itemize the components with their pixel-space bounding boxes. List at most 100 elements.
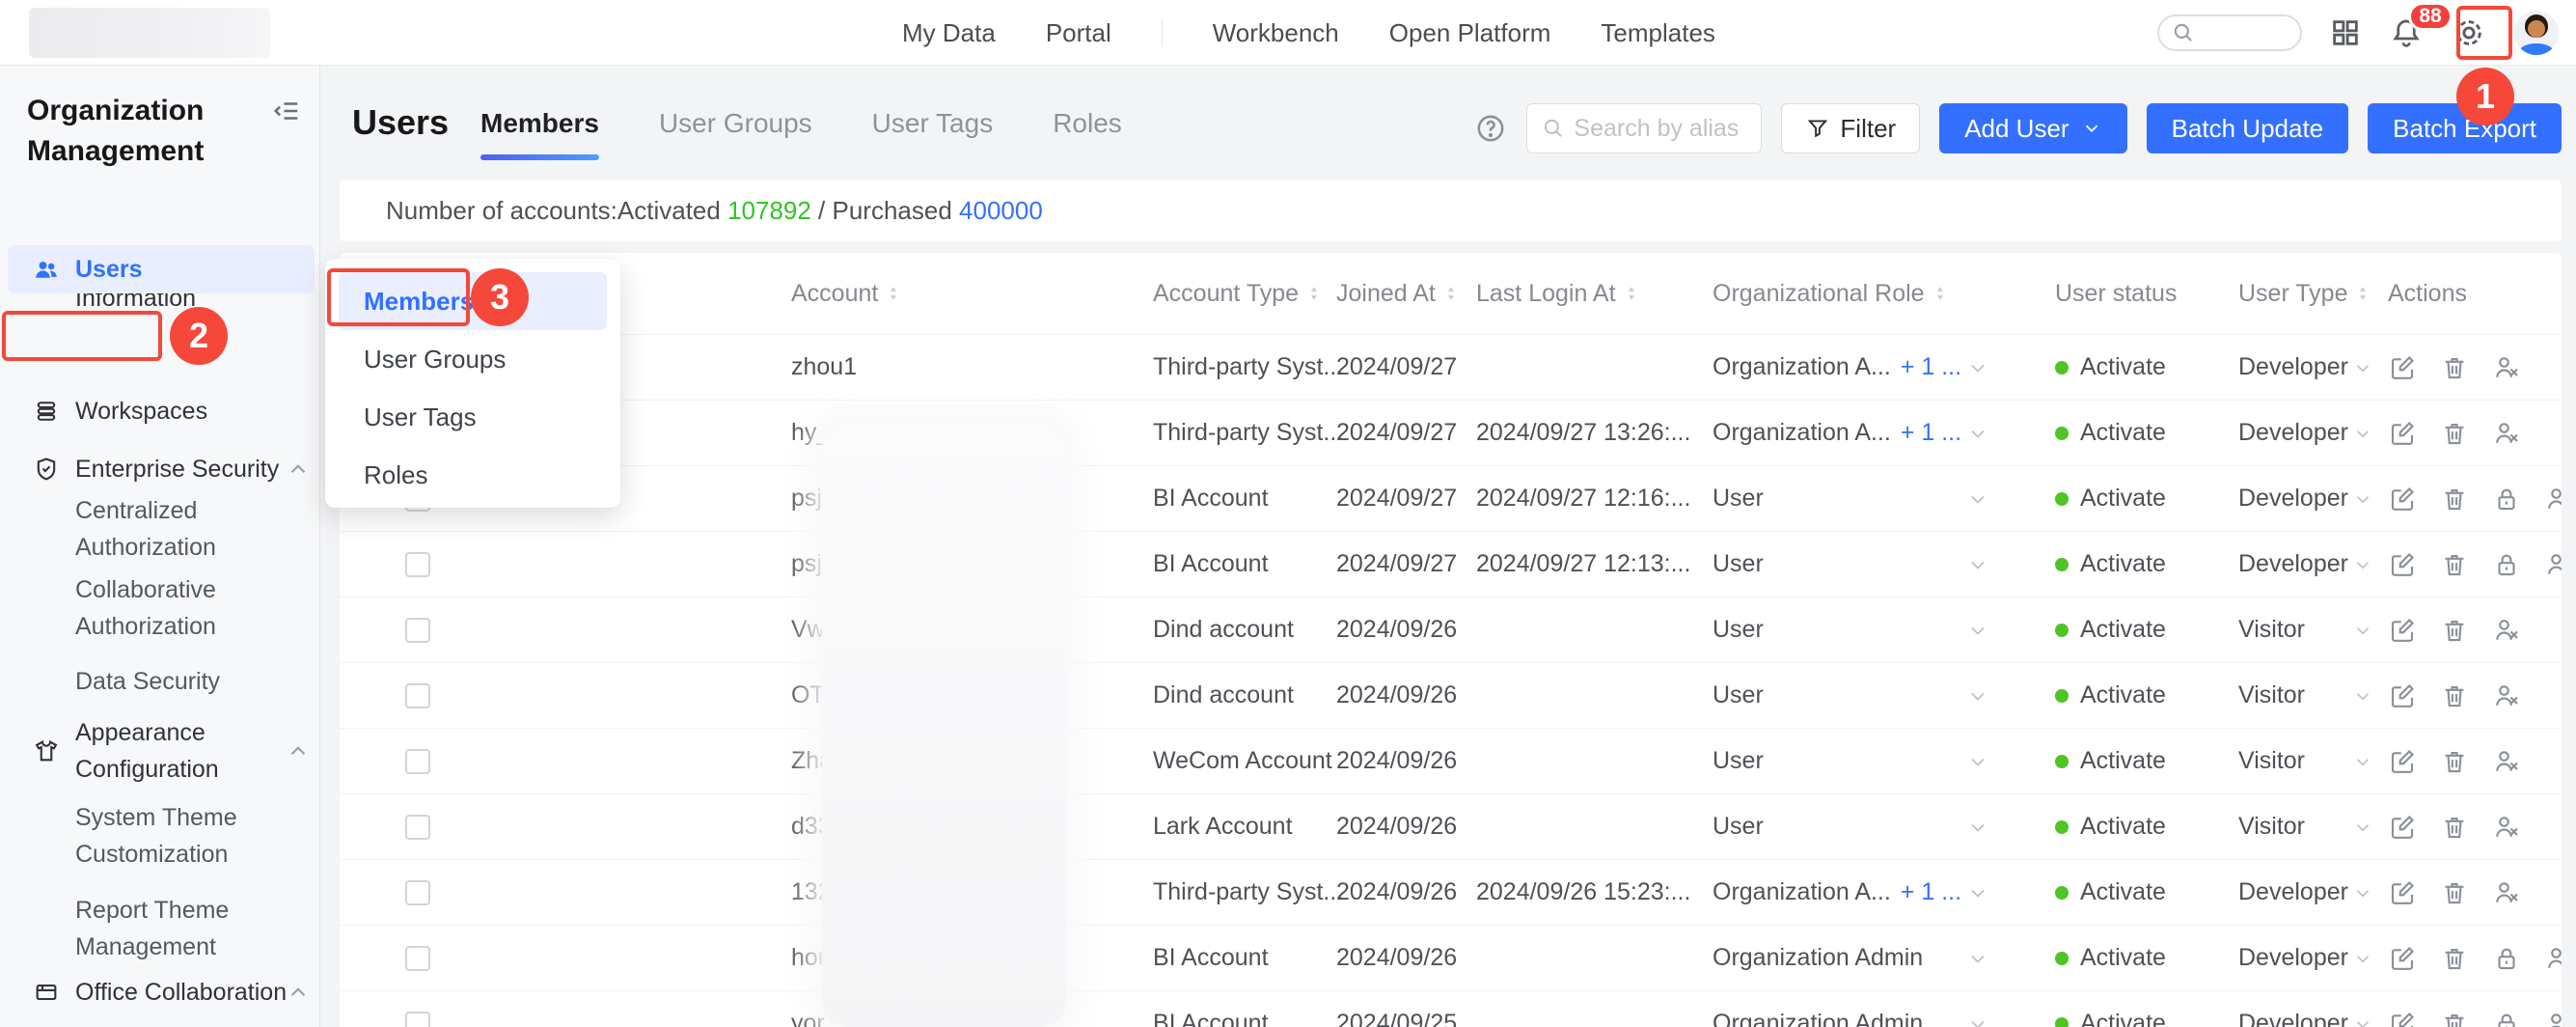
chevron-down-icon[interactable] xyxy=(2352,663,2373,728)
nav-workbench[interactable]: Workbench xyxy=(1212,17,1339,47)
column-header-joined-at[interactable]: Joined At xyxy=(1336,253,1461,334)
sort-icon[interactable] xyxy=(1304,283,1324,304)
cell-user-type[interactable]: Developer xyxy=(2238,353,2348,380)
sidebar-item-enterprise-security[interactable]: Enterprise Security xyxy=(0,448,320,490)
row-checkbox[interactable] xyxy=(405,945,430,971)
help-icon[interactable] xyxy=(1474,112,1507,145)
global-search-input[interactable] xyxy=(2157,14,2302,51)
user-off-icon[interactable] xyxy=(2492,878,2521,907)
chevron-down-icon[interactable] xyxy=(2352,860,2373,925)
chevron-down-icon[interactable] xyxy=(2352,729,2373,793)
chevron-down-icon[interactable] xyxy=(2352,926,2373,990)
nav-templates[interactable]: Templates xyxy=(1601,17,1715,47)
user-off-icon[interactable] xyxy=(2492,616,2521,645)
notifications-bell-icon[interactable]: 88 xyxy=(2389,2,2453,50)
edit-icon[interactable] xyxy=(2388,353,2417,382)
edit-icon[interactable] xyxy=(2388,681,2417,710)
column-header-account[interactable]: Account xyxy=(791,253,903,334)
edit-icon[interactable] xyxy=(2388,550,2417,579)
column-header-account-type[interactable]: Account Type xyxy=(1153,253,1324,334)
add-user-button[interactable]: Add User xyxy=(1939,103,2127,153)
cell-user-type[interactable]: Developer xyxy=(2238,550,2348,577)
chevron-down-icon[interactable] xyxy=(1966,401,1989,465)
sort-icon[interactable] xyxy=(2353,283,2372,304)
lock-icon[interactable] xyxy=(2492,550,2521,579)
edit-icon[interactable] xyxy=(2388,419,2417,448)
delete-icon[interactable] xyxy=(2440,419,2469,448)
sidebar-item-users[interactable]: Users xyxy=(0,245,320,293)
user-off-icon[interactable] xyxy=(2492,681,2521,710)
cell-user-type[interactable]: Developer xyxy=(2238,485,2348,512)
lock-icon[interactable] xyxy=(2492,1010,2521,1027)
role-more-link[interactable]: + 1 ... xyxy=(1900,419,1962,446)
sort-icon[interactable] xyxy=(1441,283,1461,304)
apps-grid-icon[interactable] xyxy=(2329,16,2362,49)
chevron-up-icon[interactable] xyxy=(286,980,311,1005)
sidebar-item-data-security[interactable]: Data Security xyxy=(0,660,320,703)
chevron-down-icon[interactable] xyxy=(2352,401,2373,465)
edit-icon[interactable] xyxy=(2388,878,2417,907)
edit-icon[interactable] xyxy=(2388,944,2417,973)
row-checkbox[interactable] xyxy=(405,617,430,643)
user-off-icon[interactable] xyxy=(2492,419,2521,448)
sidebar-item-centralized-authorization[interactable]: Centralized Authorization xyxy=(0,497,320,561)
chevron-down-icon[interactable] xyxy=(1966,991,1989,1027)
chevron-down-icon[interactable] xyxy=(1966,663,1989,728)
cell-user-type[interactable]: Visitor xyxy=(2238,616,2306,643)
tab-user-groups[interactable]: User Groups xyxy=(658,108,812,138)
chevron-down-icon[interactable] xyxy=(1966,335,1989,400)
chevron-down-icon[interactable] xyxy=(1966,729,1989,793)
tab-roles[interactable]: Roles xyxy=(1053,108,1122,138)
nav-portal[interactable]: Portal xyxy=(1045,17,1111,47)
chevron-up-icon[interactable] xyxy=(286,457,311,482)
chevron-down-icon[interactable] xyxy=(1966,532,1989,597)
user-off-icon[interactable] xyxy=(2544,550,2562,579)
nav-open-platform[interactable]: Open Platform xyxy=(1388,17,1551,47)
nav-my-data[interactable]: My Data xyxy=(902,17,996,47)
delete-icon[interactable] xyxy=(2440,944,2469,973)
delete-icon[interactable] xyxy=(2440,550,2469,579)
chevron-up-icon[interactable] xyxy=(286,738,311,763)
delete-icon[interactable] xyxy=(2440,813,2469,842)
chevron-down-icon[interactable] xyxy=(1966,794,1989,859)
user-off-icon[interactable] xyxy=(2492,747,2521,776)
delete-icon[interactable] xyxy=(2440,353,2469,382)
user-off-icon[interactable] xyxy=(2492,353,2521,382)
chevron-down-icon[interactable] xyxy=(2352,335,2373,400)
chevron-down-icon[interactable] xyxy=(2352,532,2373,597)
delete-icon[interactable] xyxy=(2440,878,2469,907)
menu-item-user-groups[interactable]: User Groups xyxy=(364,344,507,374)
edit-icon[interactable] xyxy=(2388,485,2417,514)
chevron-down-icon[interactable] xyxy=(1966,466,1989,531)
batch-export-button[interactable]: Batch Export xyxy=(2368,103,2562,153)
row-checkbox[interactable] xyxy=(405,1011,430,1027)
lock-icon[interactable] xyxy=(2492,944,2521,973)
cell-user-type[interactable]: Developer xyxy=(2238,1010,2348,1027)
chevron-down-icon[interactable] xyxy=(2352,466,2373,531)
row-checkbox[interactable] xyxy=(405,814,430,840)
cell-user-type[interactable]: Developer xyxy=(2238,878,2348,905)
user-off-icon[interactable] xyxy=(2544,944,2562,973)
column-header-user-type[interactable]: User Type xyxy=(2238,253,2372,334)
edit-icon[interactable] xyxy=(2388,813,2417,842)
cell-user-type[interactable]: Visitor xyxy=(2238,681,2306,708)
sort-icon[interactable] xyxy=(1931,283,1950,304)
column-header-last-login[interactable]: Last Login At xyxy=(1476,253,1641,334)
row-checkbox[interactable] xyxy=(405,748,430,774)
chevron-down-icon[interactable] xyxy=(2352,597,2373,662)
tab-members[interactable]: Members xyxy=(480,66,599,181)
sidebar-collapse-icon[interactable] xyxy=(272,97,301,125)
sidebar-item-workspaces[interactable]: Workspaces xyxy=(0,390,320,432)
delete-icon[interactable] xyxy=(2440,616,2469,645)
row-checkbox[interactable] xyxy=(405,551,430,577)
sidebar-item-appearance-configuration[interactable]: Appearance Configuration xyxy=(0,710,320,791)
table-search[interactable] xyxy=(1526,103,1763,153)
sidebar-item-report-theme-management[interactable]: Report Theme Management xyxy=(0,888,320,969)
user-avatar[interactable] xyxy=(2514,11,2559,55)
cell-user-type[interactable]: Developer xyxy=(2238,944,2348,971)
chevron-down-icon[interactable] xyxy=(2352,991,2373,1027)
user-off-icon[interactable] xyxy=(2544,485,2562,514)
chevron-down-icon[interactable] xyxy=(2352,794,2373,859)
batch-update-button[interactable]: Batch Update xyxy=(2146,103,2349,153)
row-checkbox[interactable] xyxy=(405,879,430,905)
